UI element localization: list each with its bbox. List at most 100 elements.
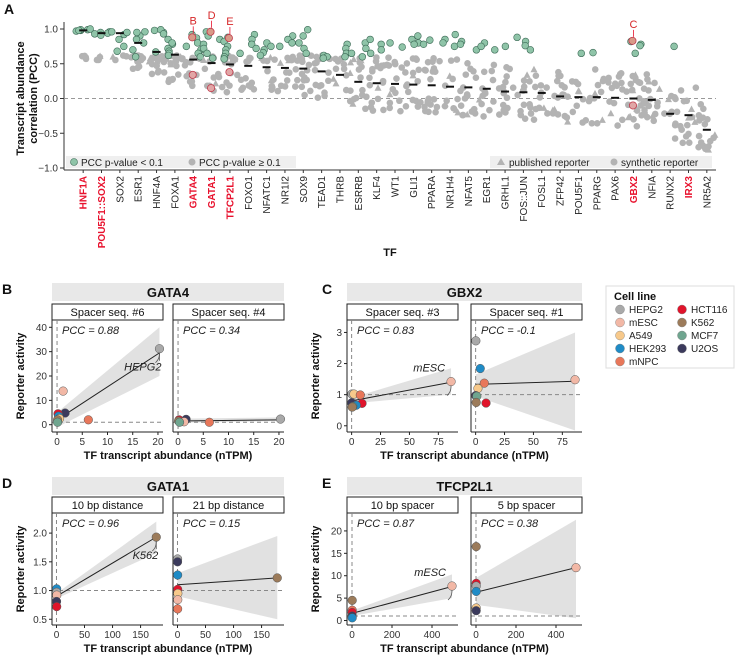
nonsignificant-point	[362, 105, 369, 113]
nonsignificant-triangle-point	[266, 53, 274, 61]
tf-group	[623, 37, 645, 130]
nonsignificant-point	[673, 108, 681, 116]
facet-header	[51, 303, 164, 321]
tf-label: PPARG	[592, 176, 603, 210]
legend-label: PCC p-value < 0.1	[81, 158, 163, 169]
nonsignificant-point	[457, 87, 464, 95]
legend-swatch-k562	[677, 317, 687, 328]
nonsignificant-point	[414, 103, 422, 110]
nonsignificant-point	[640, 98, 648, 105]
nonsignificant-point	[695, 132, 703, 140]
triangle-icon	[497, 158, 505, 165]
nonsignificant-point	[679, 139, 687, 147]
tf-group	[274, 32, 297, 95]
x-tick-label: 100	[225, 630, 242, 641]
nonsignificant-triangle-point	[574, 87, 582, 94]
nonsignificant-point	[628, 86, 636, 94]
significant-point	[91, 30, 99, 38]
nonsignificant-triangle-point	[329, 75, 337, 82]
regression-line	[177, 577, 278, 586]
nonsignificant-triangle-point	[607, 109, 615, 117]
tf-group	[145, 25, 168, 78]
point-mcf7	[53, 417, 63, 427]
y-axis-title: Transcript abundancecorrelation (PCC)	[15, 41, 40, 155]
callout-b: B	[188, 15, 197, 79]
nonsignificant-point	[468, 108, 476, 115]
nonsignificant-point	[218, 83, 226, 91]
nonsignificant-point	[306, 87, 314, 95]
legend-swatch-hepg2	[615, 304, 625, 315]
nonsignificant-point	[623, 88, 630, 95]
significant-point	[439, 39, 447, 47]
point-mesc	[446, 377, 456, 387]
x-axis-title: TF transcript abundance (nTPM)	[380, 450, 549, 462]
nonsignificant-point	[155, 55, 162, 63]
x-tick-label: 0	[175, 630, 181, 641]
nonsignificant-point	[281, 83, 289, 90]
nonsignificant-point	[430, 96, 438, 103]
legend-label-mcf7: MCF7	[691, 331, 719, 342]
panel-letter-c: C	[322, 281, 332, 297]
nonsignificant-point	[520, 77, 528, 84]
point-hek293	[173, 570, 183, 580]
callout-point	[188, 33, 197, 42]
nonsignificant-point	[464, 92, 471, 100]
point-mesc	[447, 581, 457, 591]
facet-title: Spacer seq. #4	[192, 307, 266, 319]
nonsignificant-point	[82, 55, 90, 63]
nonsignificant-point	[243, 58, 250, 66]
nonsignificant-point	[148, 70, 156, 78]
nonsignificant-triangle-point	[212, 79, 220, 87]
facet-header	[346, 496, 459, 514]
nonsignificant-point	[366, 74, 373, 82]
nonsignificant-point	[283, 77, 291, 84]
y-axis-title-line2: correlation (PCC)	[28, 53, 40, 144]
facet-header	[172, 496, 285, 514]
tf-label: KLF4	[372, 176, 383, 200]
cell-line-legend: Cell line HEPG2 mESC A549 HEK293 mNPC HCT116 K5…	[605, 285, 735, 369]
significant-point	[477, 42, 485, 51]
significant-point	[577, 49, 585, 58]
significant-point	[182, 42, 191, 51]
legend-label-hct116: HCT116	[691, 305, 728, 316]
significant-point	[288, 39, 296, 47]
nonsignificant-point	[537, 82, 545, 89]
x-tick-label: 100	[104, 630, 121, 641]
nonsignificant-point	[526, 78, 533, 85]
x-tick-label: 0	[54, 437, 60, 448]
point-k562	[272, 573, 282, 583]
nonsignificant-point	[574, 80, 582, 88]
tf-label: GATA1	[207, 176, 218, 209]
y-tick-label: 1	[336, 390, 342, 401]
nonsignificant-point	[366, 81, 374, 89]
nonsignificant-point	[635, 78, 643, 86]
facet-header	[470, 303, 583, 321]
significant-point	[247, 40, 256, 48]
nonsignificant-point	[521, 115, 529, 122]
legend-label-mnpc: mNPC	[629, 357, 658, 368]
tf-label: GRHL1	[501, 176, 512, 210]
callout-point	[206, 27, 215, 36]
point-hct116	[481, 398, 491, 408]
strip-title-bg	[347, 283, 582, 301]
tf-group	[72, 25, 94, 63]
nonsignificant-point	[496, 111, 503, 118]
tf-label: RUNX2	[666, 176, 677, 210]
nonsignificant-point	[181, 61, 189, 69]
y-tick-label: 15	[331, 549, 343, 560]
nonsignificant-triangle-point	[446, 72, 454, 79]
tf-label: NFATC1	[262, 176, 273, 214]
nonsignificant-triangle-point	[530, 65, 538, 73]
y-axis-title: Reporter activity	[15, 525, 27, 613]
nonsignificant-point	[392, 89, 399, 97]
nonsignificant-point	[543, 84, 550, 91]
x-tick-label: 50	[79, 630, 91, 641]
nonsignificant-point	[441, 82, 449, 89]
nonsignificant-point	[699, 114, 707, 121]
significant-point	[132, 35, 141, 44]
tf-label: PAX6	[611, 176, 622, 201]
nonsignificant-point	[385, 54, 392, 61]
tf-label: POU5F1	[574, 176, 585, 215]
nonsignificant-point	[119, 52, 127, 59]
